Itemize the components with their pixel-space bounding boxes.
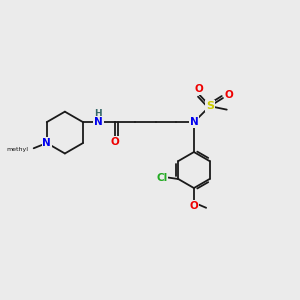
Text: O: O: [190, 201, 198, 211]
Text: N: N: [94, 117, 103, 127]
Text: O: O: [225, 89, 234, 100]
Text: H: H: [94, 110, 102, 118]
Text: O: O: [111, 136, 119, 147]
Text: O: O: [195, 84, 203, 94]
Text: N: N: [190, 117, 198, 127]
Text: methyl: methyl: [7, 147, 28, 152]
Text: Cl: Cl: [156, 172, 167, 183]
Text: N: N: [42, 138, 51, 148]
Text: S: S: [206, 101, 214, 111]
